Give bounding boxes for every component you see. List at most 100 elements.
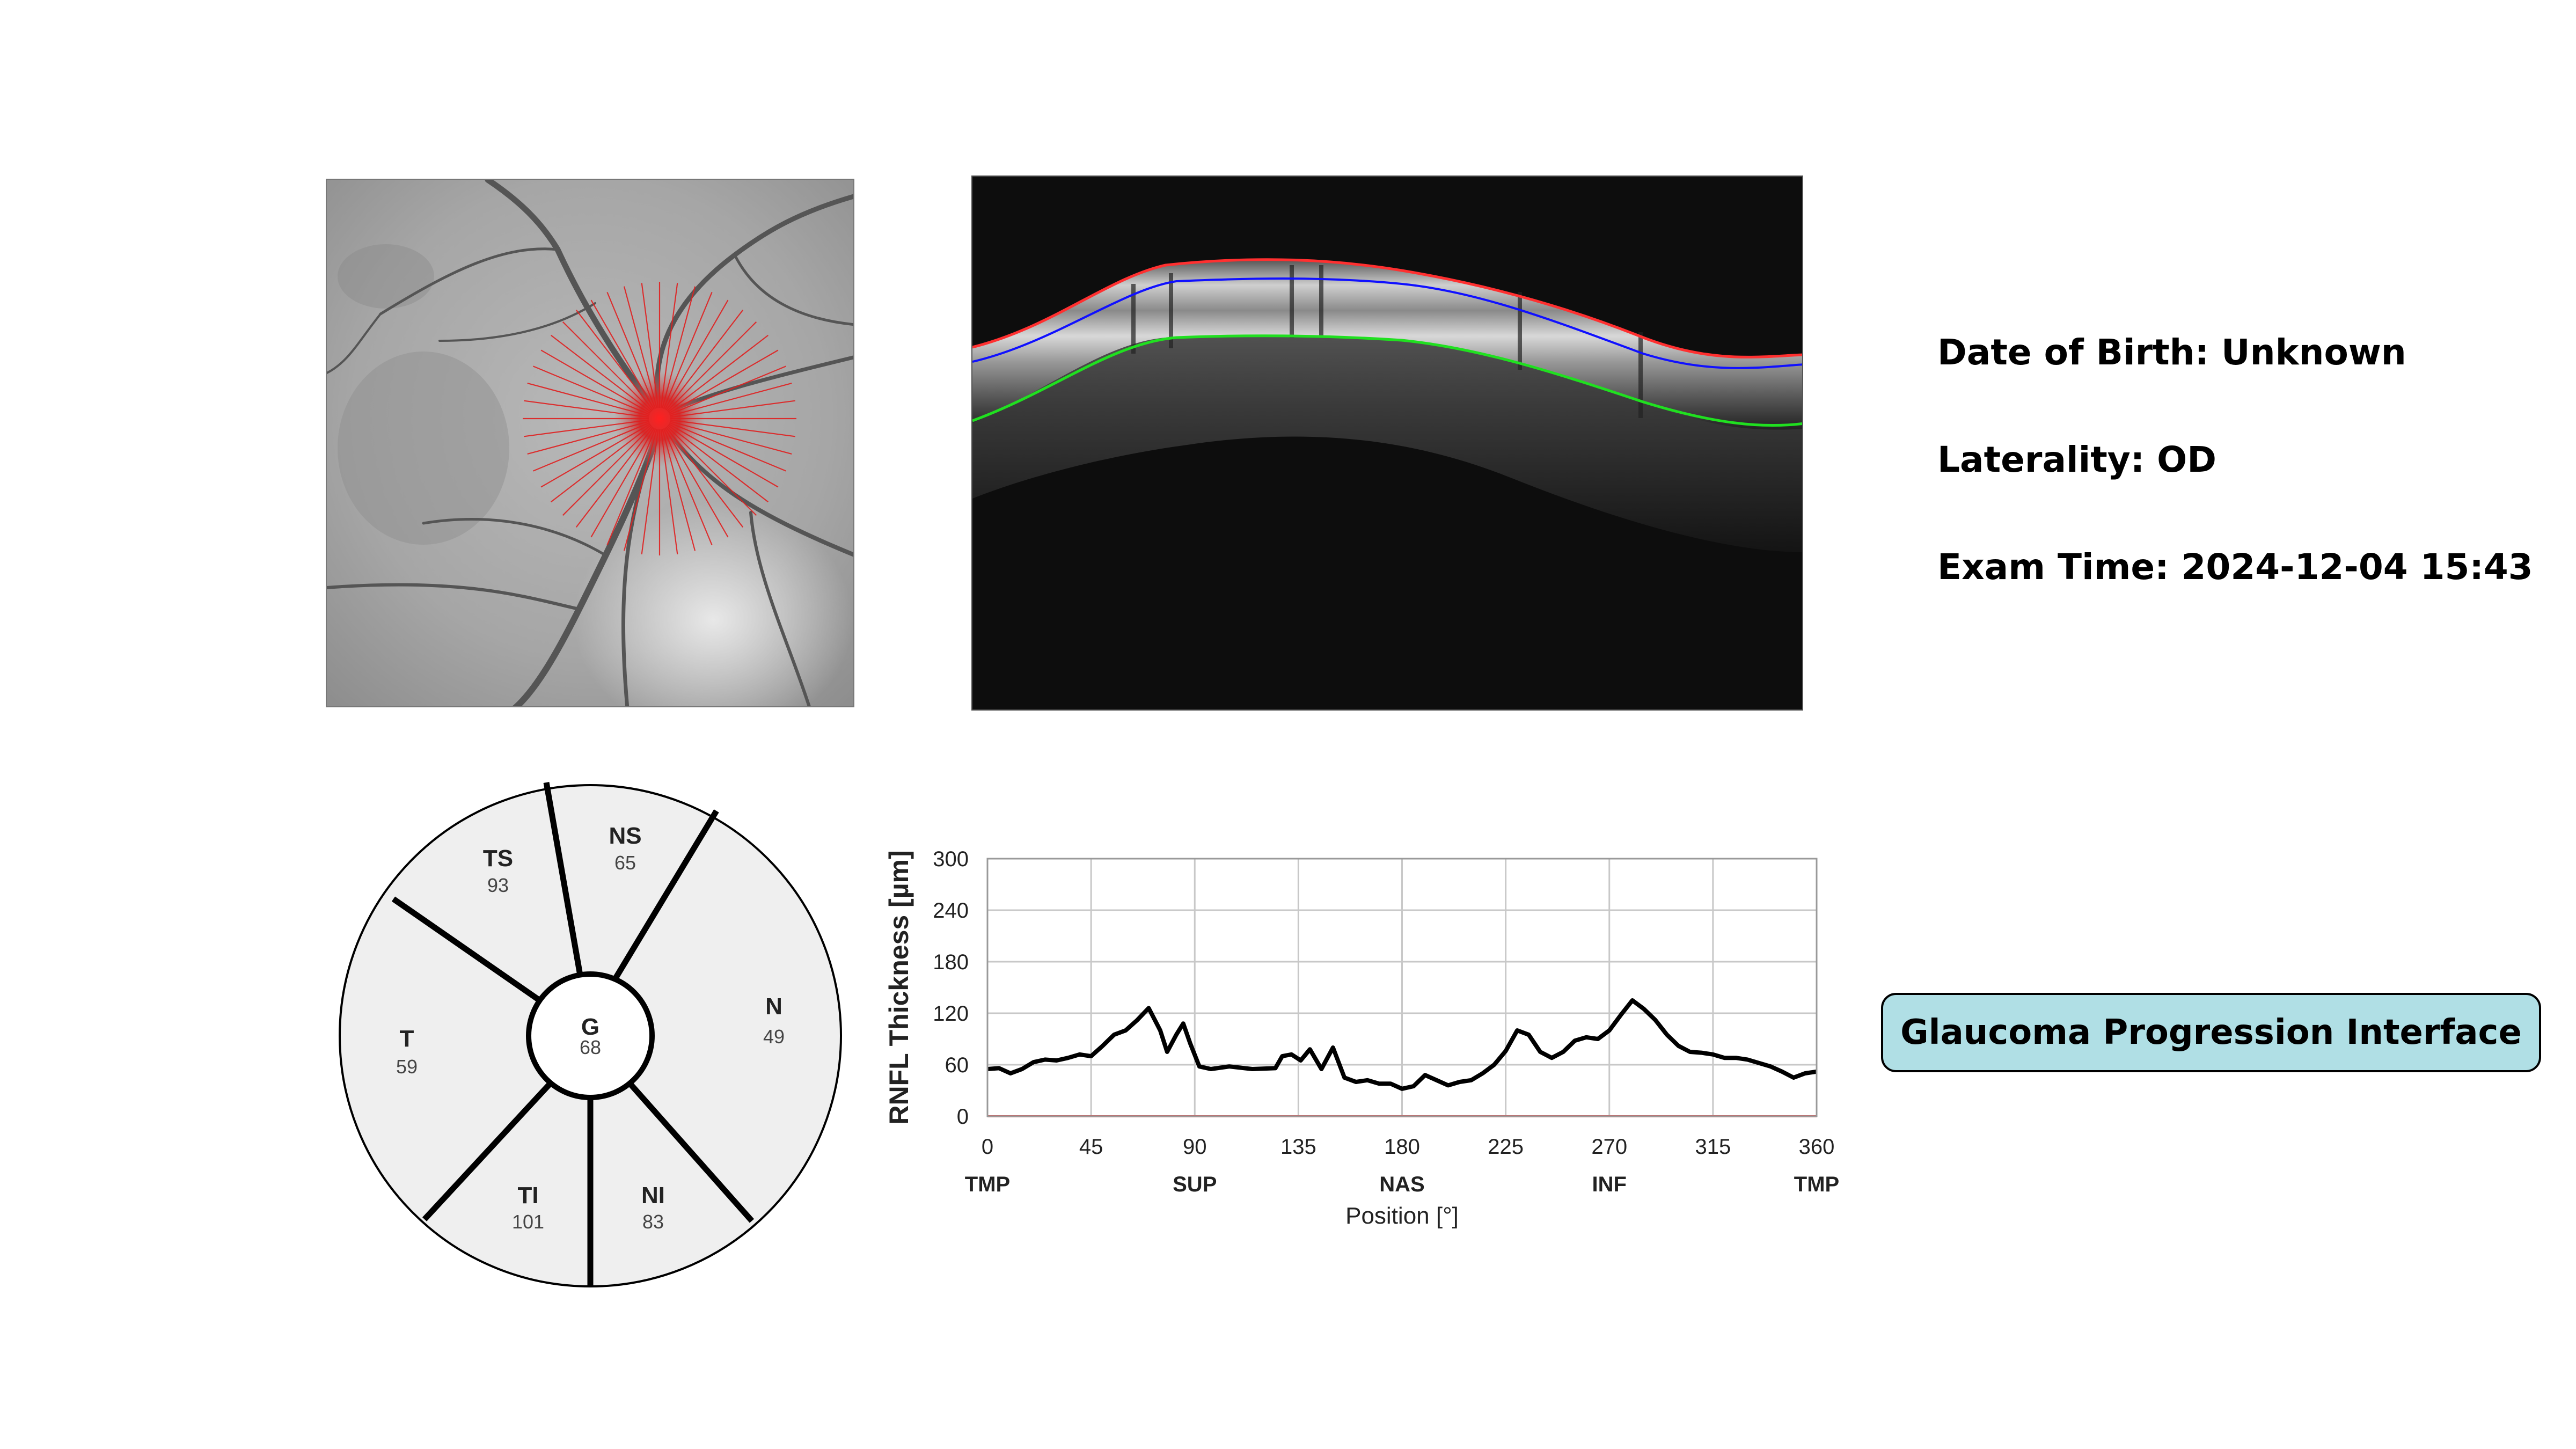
radial-scan-line (623, 429, 657, 551)
radial-scan-line (590, 427, 655, 538)
radial-scan-lines (523, 282, 796, 555)
radial-scan-line (524, 419, 649, 437)
fundus-image (326, 179, 854, 707)
radial-scan-line (527, 421, 649, 455)
sector-t-value: 59 (396, 1056, 418, 1078)
x-tick-label: 360 (1799, 1135, 1835, 1159)
radial-scan-line (540, 349, 651, 414)
y-tick-label: 180 (933, 950, 969, 974)
radial-scan-line (667, 321, 757, 412)
radial-scan-line (562, 426, 653, 516)
optic-disc (614, 370, 705, 467)
radial-scan-line (562, 321, 653, 412)
laterality: Laterality: OD (1937, 439, 2217, 480)
sector-g-label: G (581, 1014, 599, 1040)
radial-scan-line (665, 427, 744, 528)
radial-scan-line (665, 310, 744, 411)
radial-scan-line (532, 365, 650, 415)
rnfl-sector-map: TS 93 NS 65 T 59 N 49 G 68 TI 101 NI 83 (333, 778, 848, 1293)
x-tick-label: 0 (982, 1135, 993, 1159)
radial-scan-line (662, 429, 696, 551)
sector-ni-label: NI (641, 1182, 665, 1209)
oct-bscan-image (971, 175, 1803, 711)
radial-scan-line (660, 429, 678, 554)
sector-ti-label: TI (517, 1182, 538, 1209)
rnfl-plot-svg: 0 45 90 135 180 225 270 315 360 060120180240300 … (884, 847, 1839, 1229)
x-tick-label: 90 (1183, 1135, 1207, 1159)
sector-n-label: N (765, 993, 782, 1020)
radial-scan-line (668, 425, 769, 503)
radial-scan-line (669, 365, 787, 415)
x-tick-label: 315 (1695, 1135, 1731, 1159)
sector-t-label: T (400, 1026, 414, 1052)
radial-scan-line (540, 423, 651, 488)
plot-grid (986, 858, 1818, 1117)
ilm-boundary (972, 258, 1802, 358)
radial-scan-line (575, 427, 654, 528)
sector-ns-label: NS (609, 823, 641, 849)
plot-frame (986, 858, 1818, 1117)
y-tick-label: 300 (933, 847, 969, 871)
radial-scan-line (670, 421, 792, 455)
radial-scan-line (641, 429, 659, 554)
sector-dividers (391, 782, 755, 1286)
exam-time: Exam Time: 2024-12-04 15:43 (1937, 546, 2533, 588)
radial-scan-line (551, 425, 652, 503)
rnfl-thickness-plot: 0 45 90 135 180 225 270 315 360 0 60 120 180 240 300 … (875, 816, 1851, 1245)
x-tick-label: 180 (1384, 1135, 1420, 1159)
y-tick-label: 60 (945, 1053, 969, 1077)
x-tick-label: 135 (1280, 1135, 1316, 1159)
region-labels: TMP SUP NAS INF TMP (965, 1173, 1839, 1196)
y-tick-label: 120 (933, 1002, 969, 1026)
x-tick-label: 225 (1488, 1135, 1524, 1159)
radial-scan-line (670, 382, 792, 416)
radial-scan-line (641, 283, 659, 408)
radial-scan-line (662, 286, 696, 408)
region-label: TMP (965, 1173, 1010, 1196)
interface-title-badge[interactable]: Glaucoma Progression Interface (1881, 993, 2541, 1072)
radial-scan-line (664, 299, 729, 410)
sector-n-value: 49 (763, 1026, 785, 1048)
y-axis-label: RNFL Thickness [µm] (884, 850, 914, 1124)
radial-scan-line (667, 426, 757, 516)
sector-ns-value: 65 (614, 852, 636, 874)
radial-scan-line (663, 291, 713, 409)
radial-scan-line (527, 382, 649, 416)
radial-scan-line (590, 299, 655, 410)
date-of-birth: Date of Birth: Unknown (1937, 332, 2406, 373)
y-tick-labels: 0 60 120 180 240 300 (933, 847, 969, 1129)
radial-scan-line (668, 423, 779, 488)
x-tick-label: 270 (1591, 1135, 1627, 1159)
rpe-boundary (972, 334, 1802, 427)
x-axis-label: Position [°] (1345, 1203, 1459, 1229)
region-label: NAS (1379, 1173, 1424, 1196)
radial-scan-line (532, 422, 650, 472)
region-label: INF (1592, 1173, 1627, 1196)
region-label: SUP (1173, 1173, 1217, 1196)
radial-scan-line (663, 428, 713, 546)
sector-ts-value: 93 (487, 874, 509, 896)
sector-map-svg: TS 93 NS 65 T 59 N 49 G 68 TI 101 NI 83 (339, 782, 842, 1287)
radial-scan-line (664, 427, 729, 538)
radial-scan-line (606, 428, 656, 546)
radial-scan-line (660, 283, 678, 408)
x-tick-label: 45 (1079, 1135, 1103, 1159)
sector-ti-value: 101 (512, 1211, 544, 1233)
sector-ni-value: 83 (642, 1211, 664, 1233)
radial-scan-line (670, 419, 795, 437)
radial-scan-line (668, 349, 779, 414)
radial-scan-line (668, 334, 769, 413)
rnfl-boundary (972, 277, 1802, 369)
radial-scan-line (551, 334, 652, 413)
x-tick-labels: 0 45 90 135 180 225 270 315 360 (982, 1135, 1835, 1159)
fundus-svg (327, 180, 853, 706)
global-center (526, 971, 655, 1100)
y-tick-label: 0 (957, 1105, 969, 1129)
radial-scan-line (575, 310, 654, 411)
radial-scan-line (606, 291, 656, 409)
rnfl-thickness-line (987, 998, 1817, 1091)
y-tick-label: 240 (933, 899, 969, 923)
bscan-svg (972, 177, 1802, 709)
radial-scan-line (669, 422, 787, 472)
radial-scan-line (623, 286, 657, 408)
